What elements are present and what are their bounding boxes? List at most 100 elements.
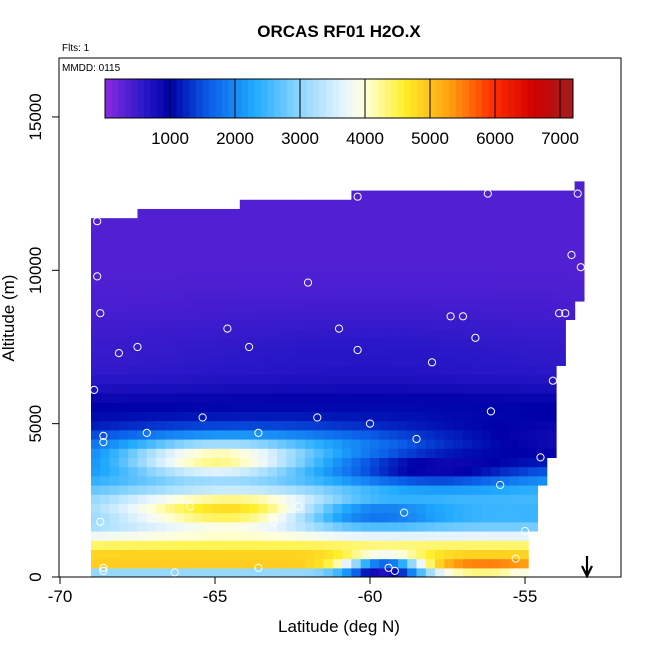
heatmap-cell — [91, 448, 101, 458]
heatmap-cell — [556, 254, 566, 265]
heatmap-cell — [165, 356, 176, 366]
heatmap-cell — [472, 540, 483, 550]
heatmap-cell — [528, 429, 538, 440]
heatmap-cell — [267, 402, 278, 412]
heatmap-cell — [481, 549, 492, 560]
heatmap-cell — [230, 356, 241, 366]
heatmap-cell — [100, 448, 111, 458]
heatmap-cell — [537, 337, 548, 348]
heatmap-cell — [156, 300, 166, 311]
heatmap-cell — [360, 420, 371, 431]
heatmap-cell — [351, 282, 362, 293]
heatmap-cell — [472, 374, 483, 385]
heatmap-cell — [490, 484, 501, 495]
heatmap-cell — [351, 429, 362, 440]
heatmap-cell — [472, 218, 483, 228]
heatmap-cell — [360, 448, 371, 458]
heatmap-cell — [379, 420, 390, 431]
heatmap-cell — [91, 365, 101, 376]
heatmap-cell — [509, 291, 520, 302]
heatmap-cell — [370, 254, 380, 265]
colorbar-swatch — [118, 79, 125, 118]
heatmap-cell — [202, 411, 213, 422]
heatmap-cell — [509, 356, 520, 366]
heatmap-cell — [304, 484, 315, 495]
heatmap-cell — [435, 218, 445, 228]
heatmap-cell — [156, 346, 166, 357]
heatmap-cell — [314, 484, 325, 495]
colorbar-swatch — [293, 79, 301, 118]
heatmap-cell — [323, 291, 334, 302]
heatmap-cell — [528, 402, 538, 412]
heatmap-cell — [100, 383, 111, 394]
x-tick-label: -70 — [48, 587, 73, 606]
heatmap-cell — [537, 264, 548, 274]
heatmap-cell — [490, 300, 501, 311]
heatmap-cell — [118, 392, 129, 403]
sample-point — [471, 333, 480, 342]
heatmap-cell — [211, 521, 222, 532]
heatmap-cell — [184, 319, 194, 330]
heatmap-cell — [304, 356, 315, 366]
heatmap-cell — [249, 346, 259, 357]
heatmap-cell — [537, 273, 548, 284]
heatmap-cell — [91, 540, 101, 550]
heatmap-cell — [490, 328, 501, 339]
heatmap-cell — [249, 392, 259, 403]
heatmap-cell — [100, 457, 111, 468]
heatmap-cell — [156, 282, 166, 293]
heatmap-cell — [174, 392, 185, 403]
heatmap-cell — [463, 494, 473, 504]
heatmap-cell — [128, 521, 139, 532]
heatmap-cell — [258, 531, 269, 541]
heatmap-cell — [267, 392, 278, 403]
heatmap-cell — [202, 346, 213, 357]
heatmap-cell — [193, 503, 204, 514]
heatmap-cell — [239, 558, 250, 569]
heatmap-cell — [249, 218, 259, 228]
heatmap-cell — [518, 457, 529, 468]
heatmap-cell — [509, 466, 520, 477]
heatmap-cell — [537, 411, 548, 422]
sample-point — [511, 554, 520, 563]
heatmap-cell — [193, 254, 204, 265]
colorbar-swatch — [306, 79, 314, 118]
heatmap-cell — [546, 254, 557, 265]
heatmap-cell — [202, 218, 213, 228]
heatmap-cell — [537, 291, 548, 302]
heatmap-cell — [221, 374, 232, 385]
heatmap-cell — [342, 300, 352, 311]
heatmap-cell — [397, 337, 408, 348]
heatmap-cell — [109, 218, 120, 228]
heatmap-cell — [202, 402, 213, 412]
heatmap-cell — [472, 190, 483, 201]
heatmap-cell — [323, 218, 334, 228]
heatmap-cell — [500, 199, 511, 210]
heatmap-cell — [249, 567, 259, 577]
heatmap-cell — [472, 531, 483, 541]
heatmap-cell — [509, 475, 520, 486]
heatmap-cell — [174, 383, 185, 394]
heatmap-cell — [91, 420, 101, 431]
heatmap-cell — [500, 254, 511, 265]
heatmap-cell — [574, 236, 585, 247]
heatmap-cell — [528, 328, 538, 339]
heatmap-cell — [267, 567, 278, 577]
heatmap-cell — [360, 402, 371, 412]
heatmap-cell — [230, 521, 241, 532]
heatmap-cell — [202, 503, 213, 514]
heatmap-cell — [332, 411, 343, 422]
heatmap-cell — [425, 448, 436, 458]
heatmap-cell — [388, 475, 399, 486]
heatmap-cell — [435, 346, 445, 357]
heatmap-cell — [277, 549, 287, 560]
heatmap-cell — [565, 264, 576, 274]
heatmap-cell — [472, 254, 483, 265]
heatmap-cell — [407, 282, 418, 293]
heatmap-cell — [332, 392, 343, 403]
heatmap-cell — [323, 383, 334, 394]
heatmap-cell — [314, 273, 325, 284]
heatmap-cell — [146, 328, 157, 339]
heatmap-cell — [249, 245, 259, 256]
heatmap-cell — [174, 531, 185, 541]
